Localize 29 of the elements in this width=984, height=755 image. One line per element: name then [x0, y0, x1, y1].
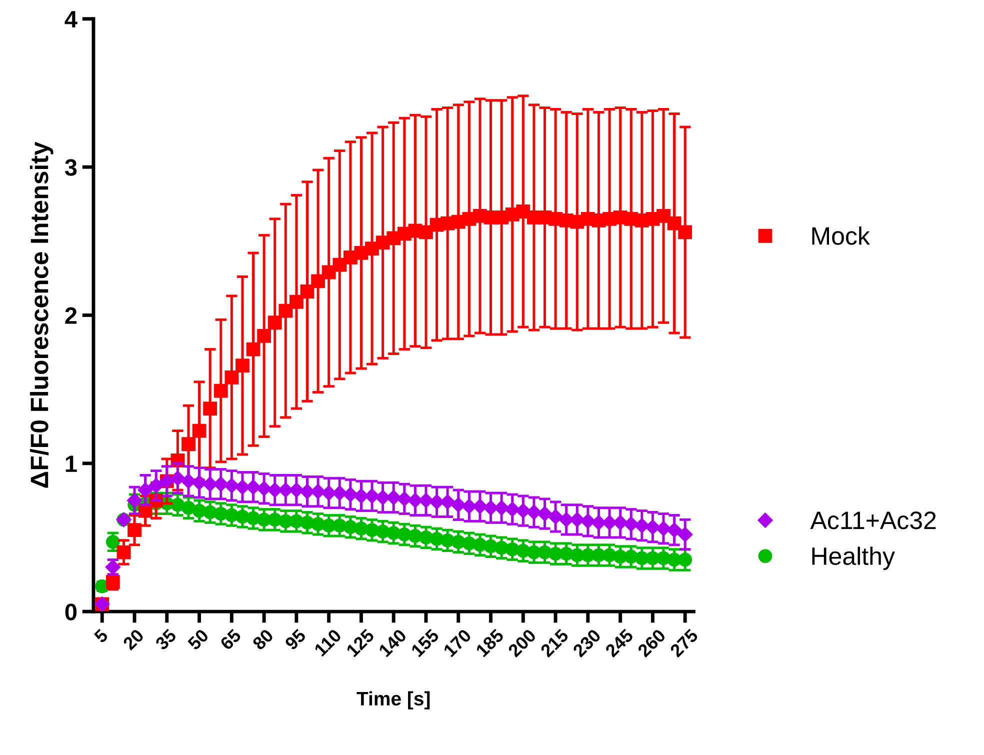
x-tick-label: 170 — [442, 628, 472, 658]
x-tick-label: 215 — [540, 628, 570, 658]
y-tick-label: 4 — [64, 11, 78, 28]
x-tick-label: 80 — [252, 628, 274, 651]
y-tick-label: 2 — [65, 307, 77, 324]
x-tick-label: 20 — [122, 628, 145, 651]
x-tick-label: 245 — [604, 628, 634, 658]
y-tick-label: 0 — [65, 604, 77, 620]
x-tick-label: 110 — [314, 628, 342, 657]
legend-label: Ac11+Ac32 — [810, 512, 936, 530]
x-tick-label: 155 — [410, 628, 440, 658]
y-tick-label: 1 — [66, 456, 77, 472]
x-tick-label: 140 — [378, 628, 408, 658]
x-tick-label: 200 — [507, 628, 537, 658]
x-tick-label: 50 — [186, 628, 210, 651]
x-tick-label: 275 — [669, 628, 699, 658]
x-tick-label: 65 — [219, 628, 242, 651]
legend-label: Mock — [812, 226, 870, 245]
legend-label: Healthy — [812, 546, 895, 570]
y-tick-label: 3 — [64, 159, 77, 176]
x-tick-label: 35 — [154, 628, 178, 651]
x-tick-label: 185 — [475, 628, 504, 658]
x-tick-label: 230 — [572, 628, 602, 658]
y-axis-title: ΔF/F0 Fluorescence Intensity — [30, 142, 54, 488]
x-tick-label: 260 — [636, 628, 666, 658]
x-tick-label: 95 — [284, 628, 307, 651]
x-axis-title: Time [s] — [356, 691, 430, 710]
x-tick-label: 125 — [346, 628, 375, 658]
x-tick-label: 5 — [93, 628, 109, 644]
